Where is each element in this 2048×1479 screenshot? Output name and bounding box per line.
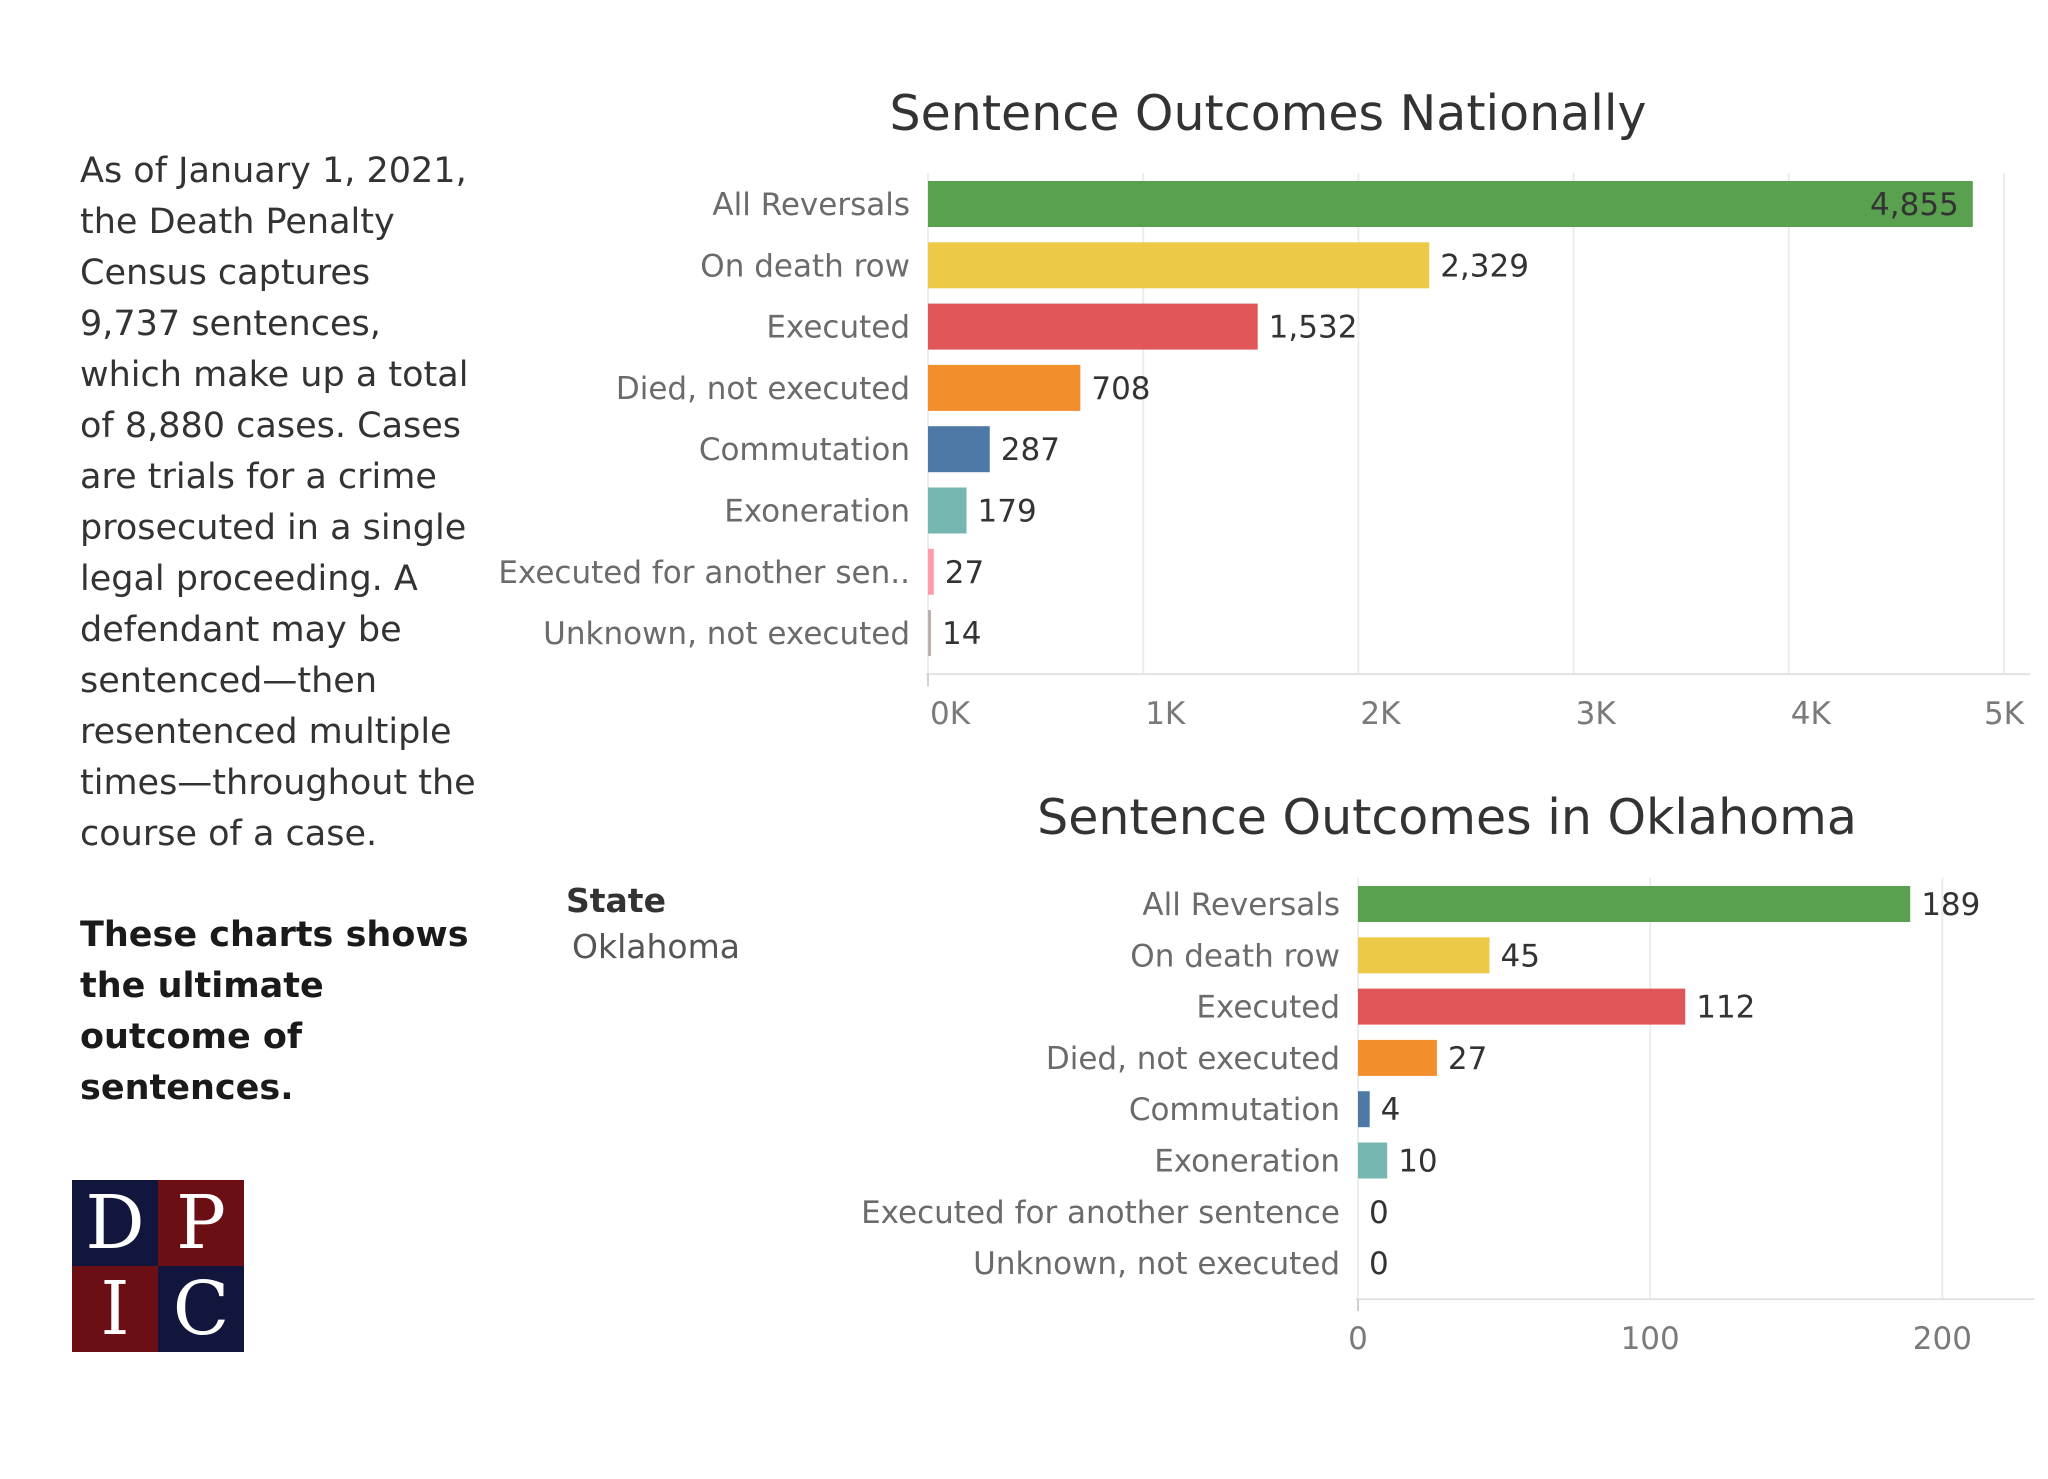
chart-title: Sentence Outcomes in Oklahoma — [1037, 789, 1857, 846]
bar-commutation — [1358, 1091, 1370, 1128]
tick-label: 4K — [1791, 696, 1832, 732]
value-label-exoneration: 179 — [978, 494, 1037, 530]
logo-letter-p: P — [158, 1180, 244, 1266]
logo-letter-c: C — [158, 1266, 244, 1352]
category-label-executed: Executed — [766, 310, 910, 346]
tick-label: 2K — [1360, 696, 1401, 732]
category-label-died-not-executed: Died, not executed — [616, 371, 910, 407]
category-label-all-reversals: All Reversals — [1142, 887, 1340, 923]
bar-on-death-row — [928, 242, 1430, 289]
tick-label: 0 — [1348, 1321, 1368, 1357]
category-label-unknown-not-executed: Unknown, not executed — [973, 1246, 1340, 1282]
category-label-exoneration: Exoneration — [724, 494, 910, 530]
bar-unknown-not-executed — [928, 610, 932, 657]
category-label-executed-for-another-sentence: Executed for another sentence — [861, 1195, 1340, 1231]
category-label-commutation: Commutation — [699, 432, 910, 468]
bar-all-reversals — [928, 181, 1973, 227]
intro-panel: As of January 1, 2021, the Death Penalty… — [80, 146, 480, 1114]
value-label-died-not-executed: 708 — [1091, 371, 1150, 407]
tick-label: 100 — [1621, 1321, 1680, 1357]
bar-on-death-row — [1358, 937, 1490, 974]
national-outcomes-chart: Sentence Outcomes Nationally 0K 1K 2K 3K 4K 5K… — [498, 85, 2030, 732]
category-label-executed: Executed — [1196, 990, 1340, 1026]
value-label-executed: 1,532 — [1269, 310, 1358, 346]
logo-letter-i: I — [72, 1266, 158, 1352]
logo-letter-d: D — [72, 1180, 158, 1266]
category-label-on-death-row: On death row — [700, 248, 910, 284]
tick-label: 200 — [1913, 1321, 1972, 1357]
category-label-unknown-not-executed: Unknown, not executed — [543, 616, 910, 652]
category-label-died-not-executed: Died, not executed — [1046, 1041, 1340, 1077]
dpic-logo: D P I C — [72, 1180, 244, 1352]
value-label-all-reversals: 4,855 — [1870, 187, 1959, 223]
value-label-commutation: 4 — [1381, 1092, 1401, 1128]
bar-commutation — [928, 426, 990, 473]
bar-died-not-executed — [928, 364, 1081, 411]
value-label-unknown-not-executed: 0 — [1369, 1246, 1389, 1282]
bar-exoneration — [1358, 1142, 1388, 1179]
state-filter[interactable]: State Oklahoma — [566, 878, 740, 970]
value-label-all-reversals: 189 — [1921, 887, 1980, 923]
intro-bold-text: These charts shows the ultimate outcome … — [80, 915, 469, 1108]
chart-title: Sentence Outcomes Nationally — [890, 85, 1647, 142]
value-label-on-death-row: 2,329 — [1440, 248, 1529, 284]
value-label-unknown-not-executed: 14 — [942, 616, 981, 652]
value-label-died-not-executed: 27 — [1448, 1041, 1487, 1077]
category-label-all-reversals: All Reversals — [712, 187, 910, 223]
value-label-exoneration: 10 — [1398, 1144, 1437, 1180]
category-label-executed-for-another-sentence: Executed for another sen.. — [498, 555, 910, 591]
value-label-on-death-row: 45 — [1500, 938, 1539, 974]
bar-executed — [928, 303, 1258, 350]
state-filter-label: State — [566, 881, 666, 920]
category-label-commutation: Commutation — [1129, 1092, 1340, 1128]
bar-exoneration — [928, 487, 967, 534]
bar-died-not-executed — [1358, 1039, 1437, 1076]
tick-label: 0K — [930, 696, 971, 732]
tick-label: 5K — [1984, 696, 2025, 732]
state-filter-value[interactable]: Oklahoma — [572, 927, 740, 966]
bar-executed-for-another-sentence — [928, 548, 934, 595]
value-label-executed-for-another-sentence: 0 — [1369, 1195, 1389, 1231]
intro-text: As of January 1, 2021, the Death Penalty… — [80, 151, 476, 854]
value-label-commutation: 287 — [1001, 432, 1060, 468]
value-label-executed: 112 — [1696, 990, 1755, 1026]
tick-label: 3K — [1576, 696, 1617, 732]
value-label-executed-for-another-sentence: 27 — [945, 555, 984, 591]
tick-label: 1K — [1145, 696, 1186, 732]
bar-all-reversals — [1358, 886, 1911, 922]
category-label-exoneration: Exoneration — [1154, 1144, 1340, 1180]
bar-executed — [1358, 988, 1686, 1025]
category-label-on-death-row: On death row — [1130, 938, 1340, 974]
